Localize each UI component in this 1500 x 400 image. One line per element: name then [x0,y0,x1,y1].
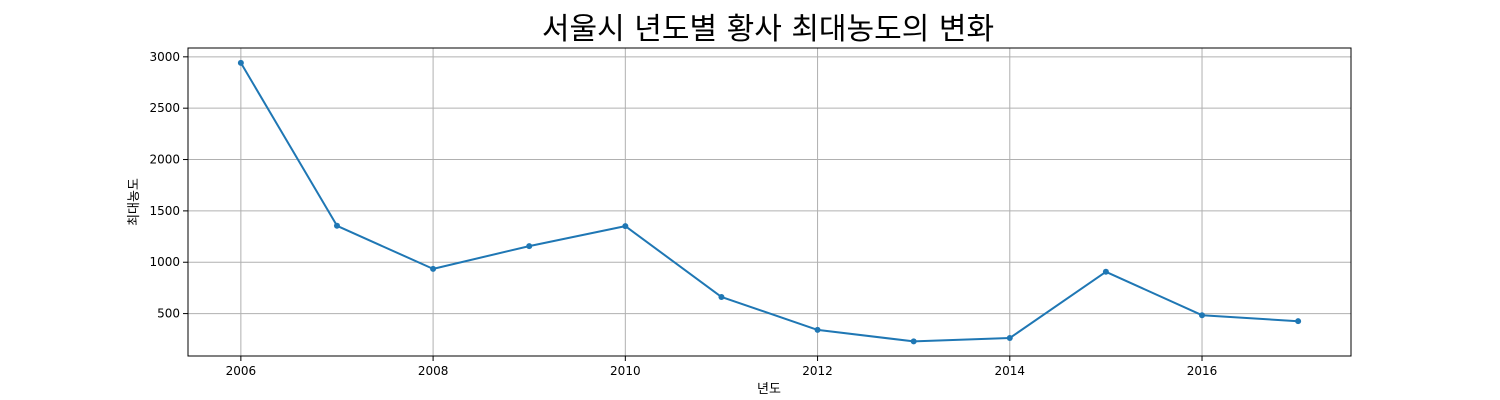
data-point [1199,312,1206,319]
y-tick-label: 1000 [149,255,180,269]
y-tick-label: 2500 [149,101,180,115]
data-point [333,222,340,229]
data-point [237,59,244,66]
x-axis-ticks: 2006 2008 2010 2012 2014 2016 [226,356,1218,378]
x-tick-label: 2014 [995,364,1026,378]
data-point [1006,335,1013,342]
data-point [526,243,533,250]
plot-frame [187,47,1352,357]
x-axis-label: 년도 [757,382,781,397]
series-line [240,62,1299,343]
grid-lines [188,48,1351,356]
data-point [910,338,917,345]
x-tick-label: 2016 [1187,364,1218,378]
x-tick-label: 2008 [418,364,449,378]
y-tick-label: 2000 [149,153,180,167]
y-axis-ticks: 500 1000 1500 2000 2500 3000 [149,50,188,321]
series-group [237,59,1302,345]
y-tick-label: 500 [157,307,180,321]
y-axis-label: 최대농도 [127,178,142,226]
data-point [718,293,725,300]
data-point [1295,318,1302,325]
x-tick-label: 2010 [610,364,641,378]
x-tick-label: 2006 [226,364,257,378]
data-point [430,265,437,272]
chart-title: 서울시 년도별 황사 최대농도의 변화 [542,12,994,47]
y-tick-label: 1500 [149,204,180,218]
data-point [1102,268,1109,275]
x-tick-label: 2012 [802,364,833,378]
data-point [814,326,821,333]
y-tick-label: 3000 [149,50,180,64]
data-point [622,223,629,230]
